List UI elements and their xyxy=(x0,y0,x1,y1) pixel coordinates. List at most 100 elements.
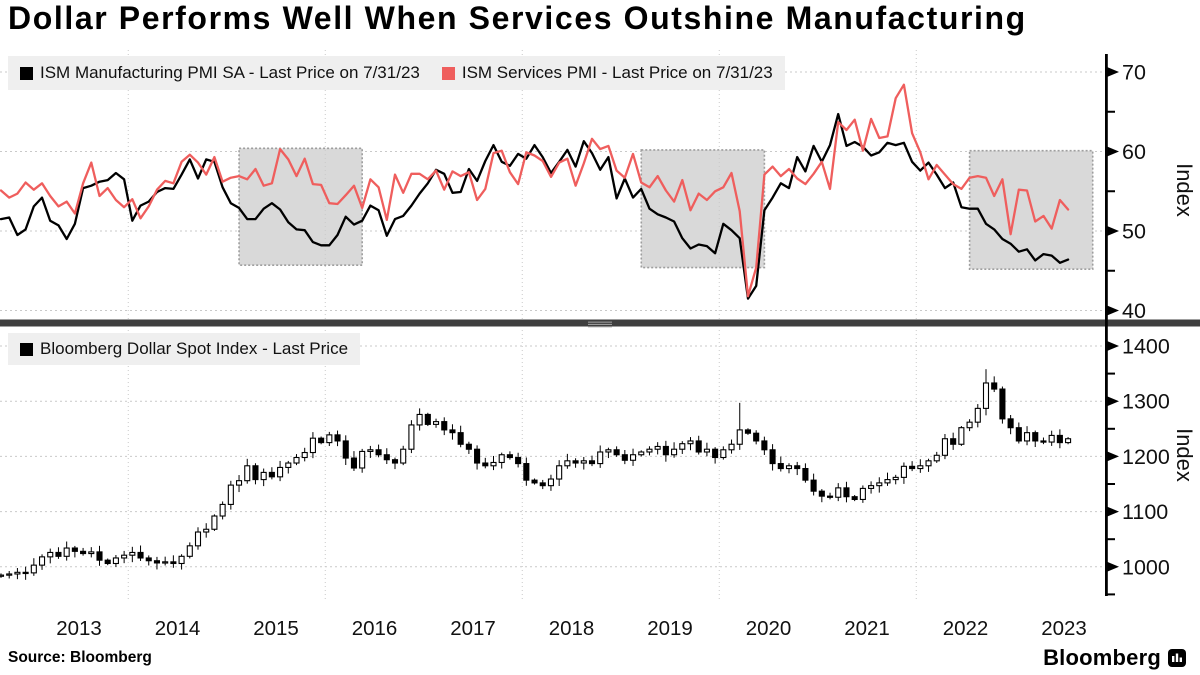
candle-body[interactable] xyxy=(556,465,563,480)
candle-body[interactable] xyxy=(720,449,727,459)
candle-body[interactable] xyxy=(432,421,440,425)
candle-body[interactable] xyxy=(933,454,940,462)
candle-body[interactable] xyxy=(646,448,653,453)
candle-body[interactable] xyxy=(1040,440,1047,443)
candle-body[interactable] xyxy=(818,490,825,497)
candle-body[interactable] xyxy=(629,454,637,461)
candle-body[interactable] xyxy=(736,429,743,445)
candle-body[interactable] xyxy=(367,449,374,452)
candle-body[interactable] xyxy=(868,485,875,489)
candle-body[interactable] xyxy=(974,407,981,423)
candle-body[interactable] xyxy=(244,465,251,482)
candle-body[interactable] xyxy=(145,557,152,562)
candle-body[interactable] xyxy=(6,573,13,576)
candle-body[interactable] xyxy=(539,482,546,487)
candle-body[interactable] xyxy=(219,503,226,517)
candle-body[interactable] xyxy=(777,463,784,470)
candle-body[interactable] xyxy=(30,564,37,574)
candle-body[interactable] xyxy=(794,465,801,470)
candle-body[interactable] xyxy=(334,434,341,442)
legend-key-services[interactable]: ISM Services PMI - Last Price on 7/31/23 xyxy=(441,63,773,83)
candle-body[interactable] xyxy=(662,445,669,456)
candle-body[interactable] xyxy=(449,429,456,434)
candle-body[interactable] xyxy=(958,427,965,445)
candle-body[interactable] xyxy=(318,437,325,444)
candle-body[interactable] xyxy=(769,449,776,465)
candle-body[interactable] xyxy=(277,466,284,478)
candle-body[interactable] xyxy=(71,547,78,552)
candle-body[interactable] xyxy=(588,460,596,465)
candle-body[interactable] xyxy=(950,438,957,445)
candle-body[interactable] xyxy=(474,448,481,464)
candle-body[interactable] xyxy=(564,460,571,467)
candle-body[interactable] xyxy=(892,476,899,481)
candle-body[interactable] xyxy=(416,413,423,426)
candle-body[interactable] xyxy=(966,421,973,429)
candle-body[interactable] xyxy=(859,487,866,501)
candle-body[interactable] xyxy=(506,454,513,459)
candle-body[interactable] xyxy=(359,450,366,469)
candle-body[interactable] xyxy=(999,388,1006,420)
candle-body[interactable] xyxy=(63,547,70,557)
candle-body[interactable] xyxy=(55,551,62,557)
candle-body[interactable] xyxy=(876,482,883,487)
candle-body[interactable] xyxy=(744,429,752,434)
candle-body[interactable] xyxy=(80,550,87,555)
candle-body[interactable] xyxy=(1032,432,1039,442)
candle-body[interactable] xyxy=(531,479,538,484)
candle-body[interactable] xyxy=(350,457,358,469)
candle-body[interactable] xyxy=(1048,434,1055,443)
candle-body[interactable] xyxy=(843,487,850,498)
candle-body[interactable] xyxy=(572,460,579,464)
candle-body[interactable] xyxy=(47,551,54,558)
candle-body[interactable] xyxy=(424,413,431,425)
candle-body[interactable] xyxy=(671,448,678,456)
candle-body[interactable] xyxy=(112,557,119,565)
candle-body[interactable] xyxy=(826,495,834,498)
candle-body[interactable] xyxy=(1007,418,1014,429)
candle-body[interactable] xyxy=(498,454,505,464)
candle-body[interactable] xyxy=(884,479,891,484)
candle-body[interactable] xyxy=(465,443,472,450)
candle-body[interactable] xyxy=(712,448,719,459)
candle-body[interactable] xyxy=(391,459,399,464)
candle-body[interactable] xyxy=(490,461,497,467)
candle-body[interactable] xyxy=(703,448,710,453)
candle-body[interactable] xyxy=(137,551,144,559)
candle-body[interactable] xyxy=(835,487,842,498)
candle-body[interactable] xyxy=(22,571,29,575)
candle-body[interactable] xyxy=(1056,434,1063,444)
legend-key-dollar-index[interactable]: Bloomberg Dollar Spot Index - Last Price xyxy=(20,339,348,359)
candle-body[interactable] xyxy=(227,484,234,505)
candle-body[interactable] xyxy=(695,440,702,453)
candle-body[interactable] xyxy=(96,551,103,561)
candle-body[interactable] xyxy=(917,465,924,470)
candle-body[interactable] xyxy=(991,382,998,390)
candle-body[interactable] xyxy=(153,560,161,564)
candle-body[interactable] xyxy=(293,456,300,464)
candle-body[interactable] xyxy=(941,438,949,456)
candle-body[interactable] xyxy=(900,465,907,478)
candle-body[interactable] xyxy=(88,551,95,555)
candle-body[interactable] xyxy=(925,460,932,467)
candle-body[interactable] xyxy=(441,421,448,431)
panel-divider[interactable] xyxy=(0,319,1200,328)
candle-body[interactable] xyxy=(268,471,275,478)
candle-body[interactable] xyxy=(728,443,735,451)
legend-key-manufacturing[interactable]: ISM Manufacturing PMI SA - Last Price on… xyxy=(20,63,420,83)
candle-body[interactable] xyxy=(613,449,620,456)
manufacturing-line[interactable] xyxy=(0,112,1070,300)
candle-body[interactable] xyxy=(400,448,407,464)
candle-body[interactable] xyxy=(654,445,661,450)
candle-body[interactable] xyxy=(523,463,530,481)
candle-body[interactable] xyxy=(14,571,21,575)
candle-body[interactable] xyxy=(211,515,218,530)
candle-body[interactable] xyxy=(129,551,136,556)
candle-body[interactable] xyxy=(162,561,169,564)
candle-body[interactable] xyxy=(597,451,604,465)
candle-body[interactable] xyxy=(515,456,522,465)
candle-body[interactable] xyxy=(785,465,793,470)
candle-body[interactable] xyxy=(235,480,243,486)
candle-body[interactable] xyxy=(679,443,686,450)
candle-body[interactable] xyxy=(482,462,489,467)
